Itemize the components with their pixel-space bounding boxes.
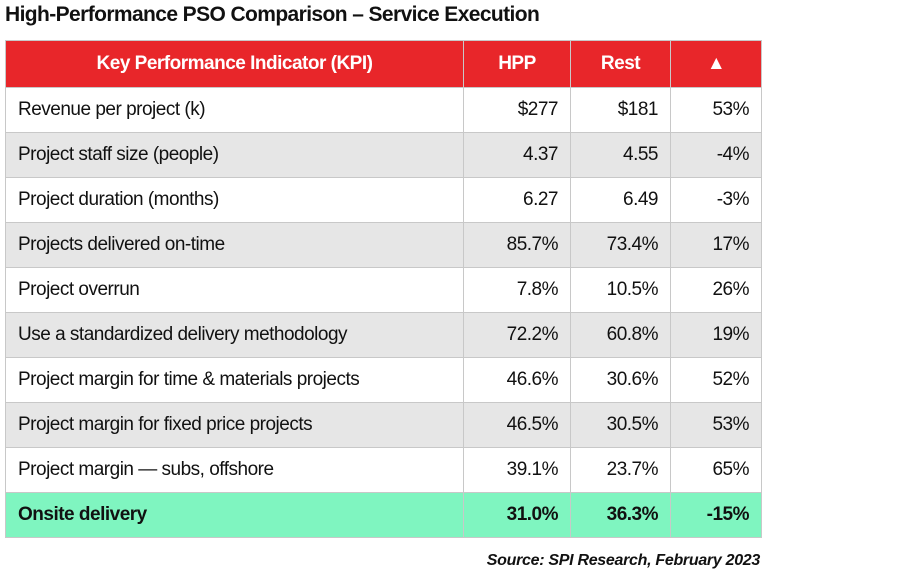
value-cell: 53%	[670, 402, 762, 448]
table-row: Use a standardized delivery methodology 7…	[5, 312, 762, 358]
value-cell: 65%	[670, 447, 762, 493]
value-cell: 30.6%	[570, 357, 671, 403]
value-cell: $181	[570, 87, 671, 133]
value-cell: 85.7%	[463, 222, 571, 268]
title: High-Performance PSO Comparison – Servic…	[5, 3, 540, 26]
value-cell: 6.49	[570, 177, 671, 223]
value-cell: 39.1%	[463, 447, 571, 493]
value-cell: 10.5%	[570, 267, 671, 313]
table-body: Revenue per project (k) $277 $181 53% Projec…	[5, 87, 762, 538]
kpi-cell: Project margin — subs, offshore	[5, 447, 464, 493]
source-note: Source: SPI Research, February 2023	[486, 552, 761, 569]
value-cell: -4%	[670, 132, 762, 178]
value-cell: 7.8%	[463, 267, 571, 313]
header-cell: ▲	[670, 40, 762, 88]
value-cell: 30.5%	[570, 402, 671, 448]
table-row: Project staff size (people) 4.37 4.55 -4%	[5, 132, 762, 178]
table-row: Projects delivered on-time 85.7% 73.4% 17%	[5, 222, 762, 268]
table-row: Project overrun 7.8% 10.5% 26%	[5, 267, 762, 313]
kpi-cell: Project duration (months)	[5, 177, 464, 223]
kpi-table: Key Performance Indicator (KPI) HPP Rest ▲ …	[5, 40, 762, 538]
value-cell: $277	[463, 87, 571, 133]
kpi-cell: Revenue per project (k)	[5, 87, 464, 133]
value-cell: 72.2%	[463, 312, 571, 358]
value-cell: 19%	[670, 312, 762, 358]
value-cell: 26%	[670, 267, 762, 313]
kpi-cell: Use a standardized delivery methodology	[5, 312, 464, 358]
header-row: Key Performance Indicator (KPI) HPP Rest ▲	[5, 40, 762, 88]
value-cell: 53%	[670, 87, 762, 133]
value-cell: 23.7%	[570, 447, 671, 493]
header-cell: Rest	[570, 40, 671, 88]
value-cell: 4.55	[570, 132, 671, 178]
value-cell: 4.37	[463, 132, 571, 178]
header-cell: HPP	[463, 40, 571, 88]
value-cell: 36.3%	[570, 492, 671, 538]
value-cell: 73.4%	[570, 222, 671, 268]
value-cell: 6.27	[463, 177, 571, 223]
value-cell: 60.8%	[570, 312, 671, 358]
kpi-cell: Project margin for fixed price projects	[5, 402, 464, 448]
table-row: Project margin for fixed price projects 4…	[5, 402, 762, 448]
value-cell: 31.0%	[463, 492, 571, 538]
table-row: Project duration (months) 6.27 6.49 -3%	[5, 177, 762, 223]
kpi-cell: Onsite delivery	[5, 492, 464, 538]
value-cell: 46.6%	[463, 357, 571, 403]
table-row: Project margin — subs, offshore 39.1% 23.7…	[5, 447, 762, 493]
kpi-cell: Project staff size (people)	[5, 132, 464, 178]
value-cell: -3%	[670, 177, 762, 223]
header-cell: Key Performance Indicator (KPI)	[5, 40, 464, 88]
table-row: Revenue per project (k) $277 $181 53%	[5, 87, 762, 133]
kpi-cell: Project margin for time & materials proj…	[5, 357, 464, 403]
kpi-cell: Project overrun	[5, 267, 464, 313]
table-row: Onsite delivery 31.0% 36.3% -15%	[5, 492, 762, 538]
value-cell: 52%	[670, 357, 762, 403]
kpi-cell: Projects delivered on-time	[5, 222, 464, 268]
table-row: Project margin for time & materials proj…	[5, 357, 762, 403]
value-cell: 17%	[670, 222, 762, 268]
value-cell: -15%	[670, 492, 762, 538]
value-cell: 46.5%	[463, 402, 571, 448]
